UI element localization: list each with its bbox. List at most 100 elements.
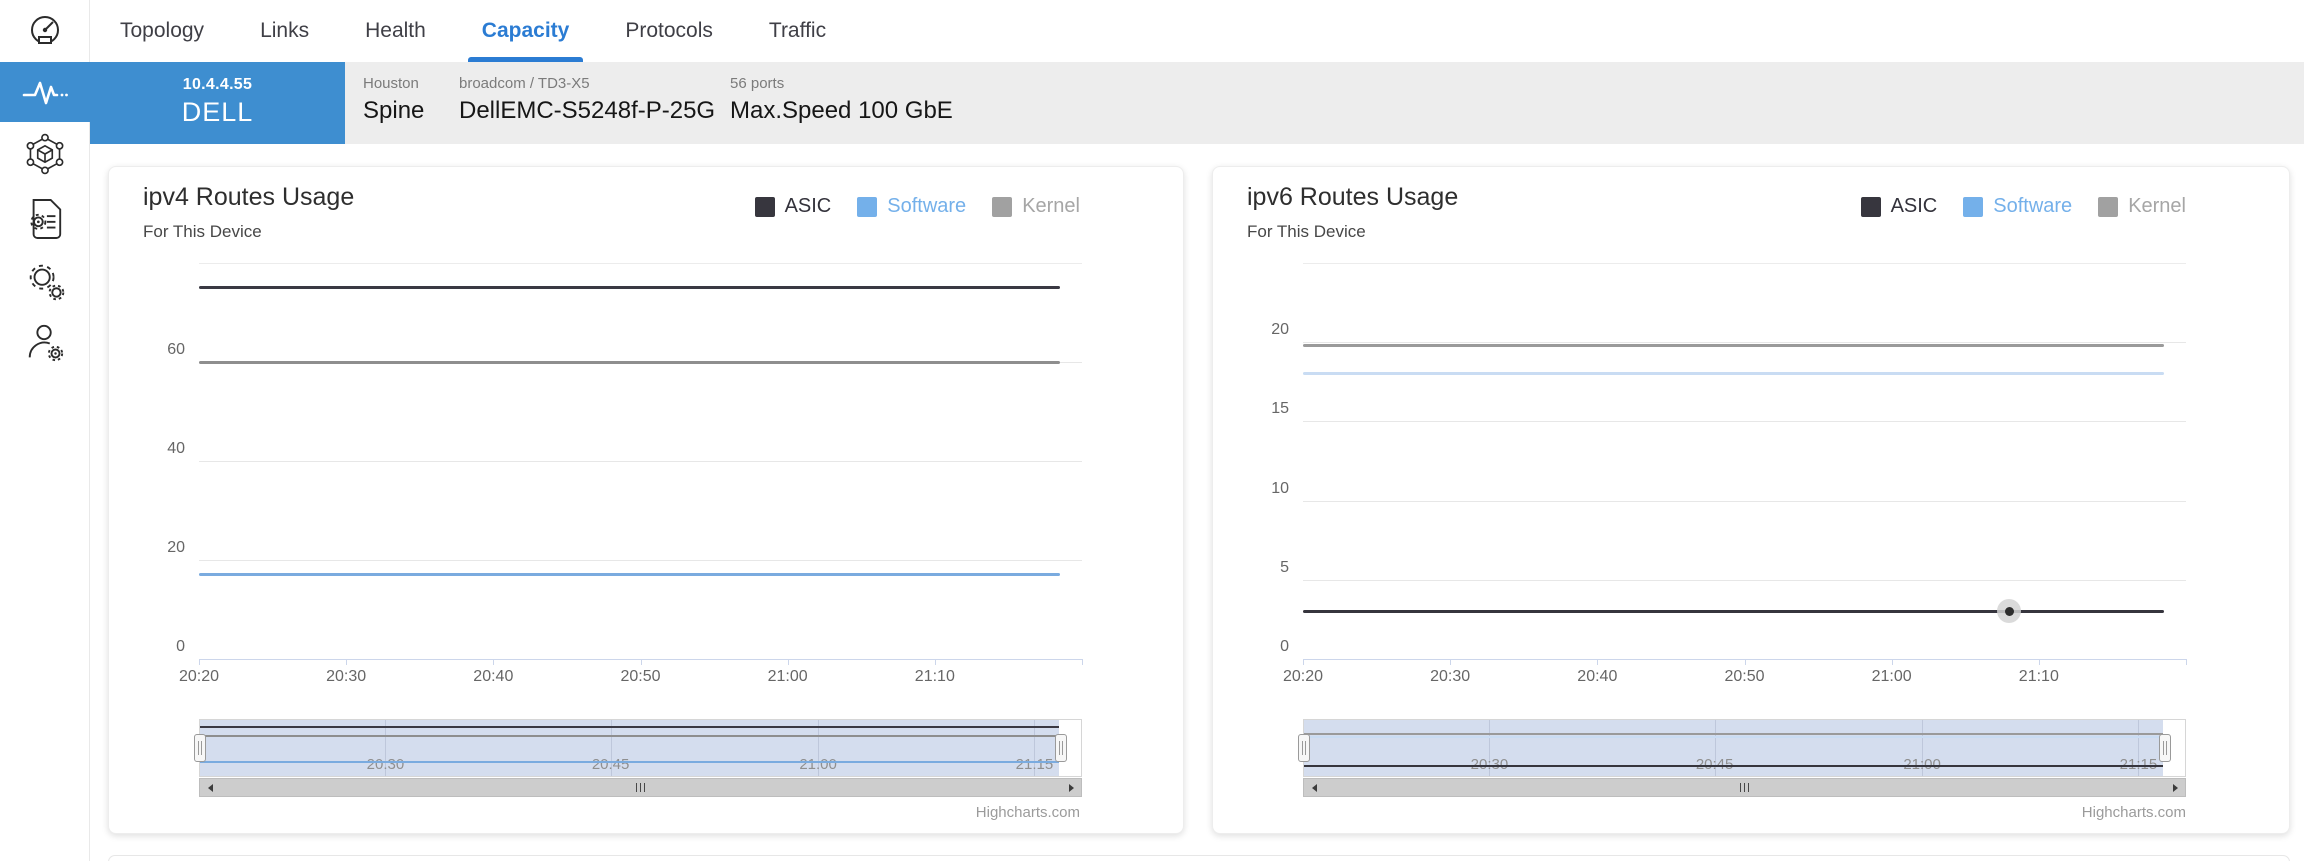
highcharts-credit-link[interactable]: Highcharts.com <box>2081 804 2186 821</box>
x-axis-label: 20:50 <box>620 668 661 685</box>
x-axis-tick <box>1082 659 1083 665</box>
navigator-series-kernel <box>1304 732 2163 735</box>
x-axis-label: 21:00 <box>1871 668 1912 685</box>
chart-plot: 0 20 40 60 20:20 20:30 20:40 20:50 21:00 21:10 <box>109 167 1183 833</box>
x-axis-label: 21:10 <box>914 668 955 685</box>
navigator-series-asic <box>1304 765 2163 768</box>
device-role: Spine <box>363 97 425 124</box>
navigator-label: 20:30 <box>1471 756 1509 773</box>
pulse-icon <box>22 81 68 105</box>
sidebar-item-user-settings[interactable] <box>0 320 90 366</box>
device-location-group: Houston Spine <box>363 62 424 144</box>
sidebar-item-config[interactable] <box>0 196 90 242</box>
y-axis-label: 10 <box>1271 479 1289 497</box>
x-axis-tick <box>1450 659 1452 665</box>
device-name: DELL <box>181 97 254 127</box>
legend-item-software[interactable]: Software <box>1963 195 2072 218</box>
tab-topology[interactable]: Topology <box>120 19 205 42</box>
x-axis-tick <box>787 659 789 665</box>
x-axis-tick <box>199 659 200 665</box>
tab-links[interactable]: Links <box>260 19 310 42</box>
legend-swatch <box>857 196 878 217</box>
scrollbar-right-arrow[interactable] <box>1062 779 1081 796</box>
tab-health[interactable]: Health <box>365 19 426 42</box>
y-axis-label: 0 <box>176 638 185 655</box>
x-axis-tick <box>1303 659 1304 665</box>
legend-swatch <box>754 196 775 217</box>
scrollbar-left-arrow[interactable] <box>1304 779 1323 796</box>
scrollbar-grip[interactable] <box>636 783 645 792</box>
x-axis-label: 21:00 <box>767 668 808 685</box>
scrollbar-grip[interactable] <box>1740 783 1749 792</box>
navigator-gridline <box>818 720 820 776</box>
legend-item-software[interactable]: Software <box>857 195 966 218</box>
selected-device-chip[interactable]: 10.4.4.55 DELL <box>90 62 345 144</box>
navigator-series-kernel <box>200 735 1059 737</box>
chart-legend: ASIC Software Kernel <box>1860 195 2186 218</box>
navigator-range-mask[interactable] <box>1304 720 2163 776</box>
chart-navigator: 20:30 20:45 21:00 21:15 <box>194 719 1082 777</box>
next-card-peek <box>108 855 2290 861</box>
tab-traffic[interactable]: Traffic <box>768 19 827 42</box>
legend-label: Software <box>1993 195 2073 217</box>
chart-navigator: 20:30 20:45 21:00 21:15 <box>1298 719 2186 777</box>
navigator-series-software <box>1304 736 2163 739</box>
series-line-asic <box>1303 609 2164 613</box>
legend-item-kernel[interactable]: Kernel <box>2098 195 2186 218</box>
navigator-label: 20:45 <box>591 756 630 773</box>
ipv6-routes-usage-card: ipv6 Routes Usage For This Device ASIC S… <box>1212 166 2290 834</box>
x-axis-tick <box>2186 659 2187 665</box>
chart-legend: ASIC Software Kernel <box>754 195 1080 218</box>
navigator-label: 21:00 <box>1903 756 1941 773</box>
topology-cube-icon <box>26 133 64 175</box>
chart-scrollbar[interactable] <box>199 778 1082 797</box>
legend-item-kernel[interactable]: Kernel <box>992 195 1080 218</box>
navigator-range-mask[interactable] <box>200 720 1059 776</box>
chart-title: ipv4 Routes Usage <box>143 183 355 211</box>
legend-swatch <box>1963 196 1984 217</box>
highcharts-credit-link[interactable]: Highcharts.com <box>975 804 1080 821</box>
chart-scrollbar[interactable] <box>1303 778 2186 797</box>
settings-gears-icon <box>29 264 65 301</box>
app-logo-gauge-icon[interactable] <box>0 6 90 58</box>
legend-swatch <box>992 196 1013 217</box>
tab-protocols[interactable]: Protocols <box>625 19 713 42</box>
chart-plot: 0 5 10 15 20 20:20 20:30 20:40 20:50 21:00 21:10 <box>1213 167 2289 833</box>
config-file-icon <box>30 199 62 239</box>
device-max-speed: Max.Speed 100 GbE <box>730 97 953 124</box>
x-axis-tick <box>934 659 936 665</box>
legend-item-asic[interactable]: ASIC <box>754 195 831 218</box>
sidebar-item-health-monitor[interactable] <box>0 62 90 122</box>
x-axis-tick <box>640 659 642 665</box>
navigator-left-handle[interactable] <box>194 734 206 762</box>
user-gear-icon <box>28 324 64 362</box>
navigator-label: 21:15 <box>1015 756 1054 773</box>
device-ports: 56 ports <box>730 75 785 92</box>
legend-item-asic[interactable]: ASIC <box>1860 195 1937 218</box>
y-axis-label: 15 <box>1271 400 1289 418</box>
sidebar <box>0 0 90 861</box>
y-axis-label: 5 <box>1280 558 1289 576</box>
tab-strip: Topology Links Health Capacity Protocols… <box>90 0 2304 62</box>
scrollbar-left-arrow[interactable] <box>200 779 219 796</box>
device-ports-group: 56 ports Max.Speed 100 GbE <box>730 62 953 144</box>
x-axis-label: 20:40 <box>1577 668 1618 685</box>
x-axis-tick <box>1744 659 1746 665</box>
navigator-gridline <box>385 720 387 776</box>
gridline <box>199 461 1082 462</box>
y-axis-label: 60 <box>167 341 185 358</box>
scrollbar-right-arrow[interactable] <box>2166 779 2185 796</box>
y-axis-label: 20 <box>1271 321 1289 339</box>
series-line-kernel <box>199 360 1060 364</box>
navigator-left-handle[interactable] <box>1298 734 1310 762</box>
device-platform: broadcom / TD3-X5 <box>459 75 590 92</box>
navigator-right-handle[interactable] <box>1055 734 1067 762</box>
sidebar-item-topology[interactable] <box>0 132 90 176</box>
navigator-right-handle[interactable] <box>2159 734 2171 762</box>
tab-capacity[interactable]: Capacity <box>467 0 583 62</box>
y-axis-label: 0 <box>1280 638 1289 655</box>
sidebar-item-settings[interactable] <box>0 258 90 304</box>
x-axis-label: 20:20 <box>1282 668 1324 685</box>
x-axis-label: 20:40 <box>473 668 514 685</box>
x-axis-tick <box>2038 659 2040 665</box>
